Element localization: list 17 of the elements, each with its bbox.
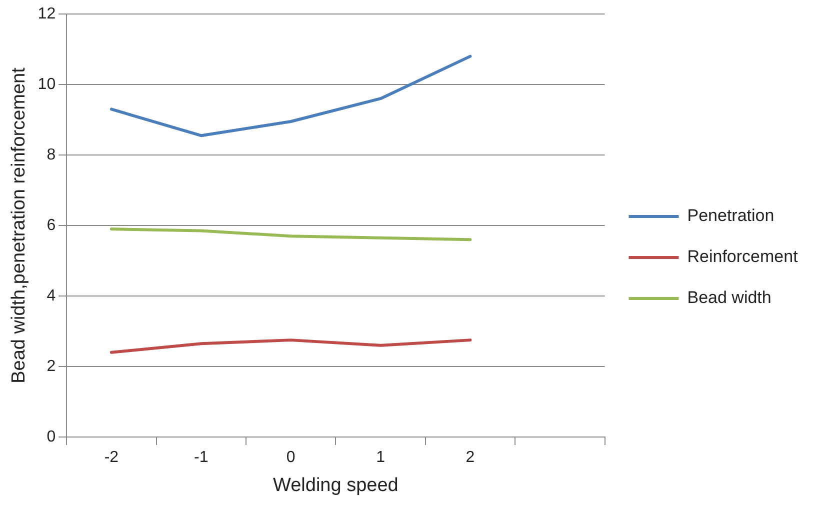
y-tick-label: 12 — [38, 5, 56, 22]
x-tick-label: 1 — [376, 449, 386, 466]
x-tick-label: -2 — [104, 449, 119, 466]
legend-label: Bead width — [687, 288, 772, 308]
y-tick-label: 6 — [46, 216, 56, 234]
y-tick-label: 2 — [46, 358, 56, 375]
legend-label: Reinforcement — [687, 247, 798, 266]
y-tick-label: 10 — [38, 76, 56, 93]
y-tick-label: 0 — [46, 428, 56, 446]
x-tick-label: 0 — [286, 449, 296, 466]
y-tick-label: 8 — [46, 146, 56, 164]
x-axis-title: Welding speed — [272, 474, 398, 496]
y-axis-title: Bead width,penetration reinforcement — [8, 66, 30, 384]
x-tick-label: 2 — [466, 449, 475, 466]
x-tick-label: -1 — [194, 449, 208, 466]
y-tick-label: 4 — [46, 287, 56, 304]
legend-label: Penetration — [687, 206, 774, 226]
